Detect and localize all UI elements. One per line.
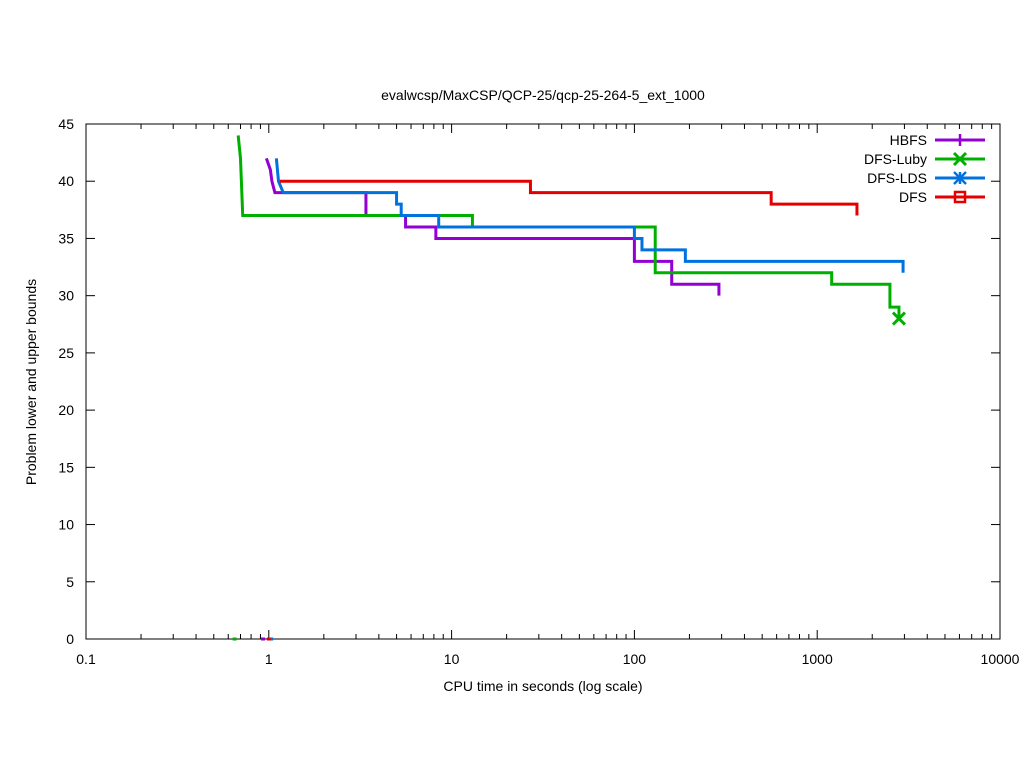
- x-tick-label: 10000: [981, 651, 1020, 667]
- y-tick-label: 45: [58, 116, 74, 132]
- legend-label: HBFS: [890, 132, 927, 148]
- marker-stroke: [891, 311, 907, 326]
- legend: HBFS DFS-Luby DFS-LDS DFS: [864, 132, 985, 205]
- legend-marker: [954, 134, 966, 146]
- y-tick-label: 5: [66, 574, 74, 590]
- axis-ticks: 0 5 10 15 20 25 30 35 40 45 0.1 1 10 100 1000 10000: [58, 116, 1019, 667]
- x-tick-label: 10: [444, 651, 460, 667]
- x-tick-label: 100: [623, 651, 647, 667]
- series-end-marker: [891, 311, 907, 326]
- y-axis-label: Problem lower and upper bounds: [23, 279, 39, 485]
- legend-label: DFS-Luby: [864, 151, 927, 167]
- x-tick-label: 1000: [802, 651, 833, 667]
- x-axis-label: CPU time in seconds (log scale): [443, 678, 642, 694]
- y-tick-label: 0: [66, 631, 74, 647]
- marker-stroke: [952, 151, 968, 167]
- legend-marker: [953, 190, 967, 204]
- chart-title: evalwcsp/MaxCSP/QCP-25/qcp-25-264-5_ext_…: [381, 87, 705, 103]
- marker-stroke: [953, 190, 967, 204]
- y-tick-label: 25: [58, 345, 74, 361]
- legend-label: DFS-LDS: [867, 170, 927, 186]
- x-tick-label: 1: [265, 651, 273, 667]
- legend-marker: [952, 151, 968, 167]
- series-line-dfs-lds: [274, 158, 905, 273]
- series-line-dfs: [279, 179, 859, 216]
- y-tick-label: 30: [58, 288, 74, 304]
- y-tick-label: 10: [58, 517, 74, 533]
- y-tick-label: 20: [58, 402, 74, 418]
- series-layer: [232, 135, 907, 641]
- marker-stroke: [953, 171, 967, 185]
- y-tick-label: 35: [58, 230, 74, 246]
- series-dfs: [266, 179, 859, 641]
- plot-frame: [85, 123, 1001, 640]
- y-tick-label: 40: [58, 173, 74, 189]
- y-tick-label: 15: [58, 459, 74, 475]
- legend-marker: [953, 171, 967, 185]
- legend-label: DFS: [899, 189, 927, 205]
- x-tick-label: 0.1: [76, 651, 96, 667]
